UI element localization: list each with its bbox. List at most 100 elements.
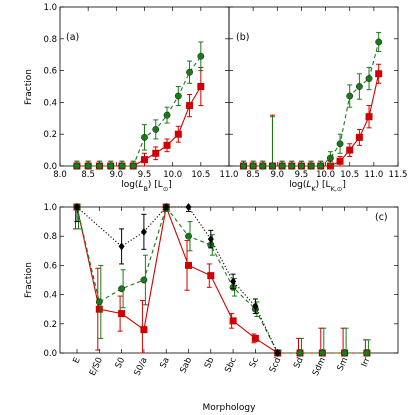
data-point [163,111,171,119]
x-tick-label: 9.5 [295,170,309,180]
data-point [141,133,148,141]
panel-label: (b) [236,32,249,43]
series-2 [73,203,371,357]
x-axis-label: log(LK) [LK,⊙] [289,180,346,193]
data-point [375,38,383,46]
x-tick-label: Scd [268,356,284,374]
panel-label: (c) [375,212,388,223]
x-tick-label: 10.0 [163,170,182,180]
data-point [186,102,194,110]
data-point [129,162,137,170]
data-point [141,156,148,164]
x-tick-label: E/S0 [88,356,105,377]
panel-label: (a) [66,32,79,43]
x-tick-label: 8.0 [53,170,67,180]
data-point [118,162,126,170]
data-point [365,113,373,121]
x-tick-label: Sc [248,356,261,370]
data-point [186,68,193,76]
data-point [96,162,103,170]
data-point [174,130,182,138]
y-tick-label: 0.8 [43,35,57,45]
data-point [365,75,373,82]
x-axis-label: log(LB) [L⊙] [121,180,172,193]
x-tick-label: 9.0 [110,170,124,180]
x-tick-label: Sm [335,356,350,373]
data-point [274,349,281,357]
series-1 [239,63,383,170]
y-tick-label: 1.0 [43,203,57,213]
x-tick-label: 10.0 [316,170,335,180]
series-line [76,205,367,354]
x-tick-label: Sab [178,356,194,375]
y-tick-label: 0.0 [43,349,57,359]
series-2 [73,41,205,170]
x-tick-label: 9.0 [271,170,285,180]
data-point [185,261,192,269]
y-tick-label: 0.8 [43,232,57,242]
data-point [118,285,126,293]
data-point [252,302,259,311]
data-point [336,157,344,165]
x-tick-label: 11.5 [389,170,408,180]
x-tick-label: S0/a [133,356,150,377]
data-point [207,235,214,244]
data-point [296,349,304,357]
data-point [341,349,348,357]
series-line [76,86,202,167]
x-tick-label: Sdm [311,356,328,378]
x-tick-label: 10.5 [340,170,359,180]
data-point [307,162,315,170]
y-tick-label: 0.2 [43,130,57,140]
data-point [251,334,259,342]
data-point [326,154,334,162]
y-tick-label: 1.0 [43,3,57,13]
data-point [107,162,115,170]
panel-a: 0.0 0.2 0.4 0.6 0.8 1.0 8.0 8.5 9.0 9.5 10.0 10.5 11… [43,3,238,193]
y-axis-label-top: Fraction [24,69,34,105]
x-tick-label: Sa [158,356,172,370]
data-point [229,317,237,325]
x-tick-label: Irr [360,356,373,369]
panel-b: 8.5 9.0 9.5 10.0 10.5 11.0 11.5 (b) log(LK) [LK,… [228,6,408,193]
data-point [298,162,305,170]
data-point [230,277,237,286]
data-point [84,162,92,170]
x-tick-label: 8.5 [246,170,260,180]
series-3 [74,203,281,357]
data-point [375,70,383,78]
plot-frame [228,6,399,167]
data-point [336,140,344,148]
data-point [163,203,170,211]
data-point [288,162,296,170]
data-point [174,92,182,100]
data-point [118,310,126,318]
data-point [73,162,81,170]
series-line [76,55,202,167]
data-point [95,298,103,306]
data-point [240,162,247,170]
y-tick-label: 0.4 [43,291,57,301]
x-axis-label: Morphology [203,403,257,413]
series-2 [240,31,383,170]
data-point [185,203,192,211]
data-point [197,52,205,60]
x-tick-label: E [71,356,82,365]
data-point [152,126,160,133]
data-point [363,349,371,357]
y-axis-label-bottom: Fraction [24,262,34,298]
data-point [259,162,267,170]
data-point [249,162,257,170]
data-point [163,141,171,149]
x-tick-label: S0 [114,356,128,370]
series-line [76,206,279,354]
data-point [318,349,326,357]
data-point [118,242,125,251]
data-point [140,227,147,236]
x-tick-label: 9.5 [138,170,152,180]
plot-frame [59,206,399,354]
x-tick-label: Sb [203,356,217,370]
data-point [152,149,160,157]
data-point [95,305,103,313]
